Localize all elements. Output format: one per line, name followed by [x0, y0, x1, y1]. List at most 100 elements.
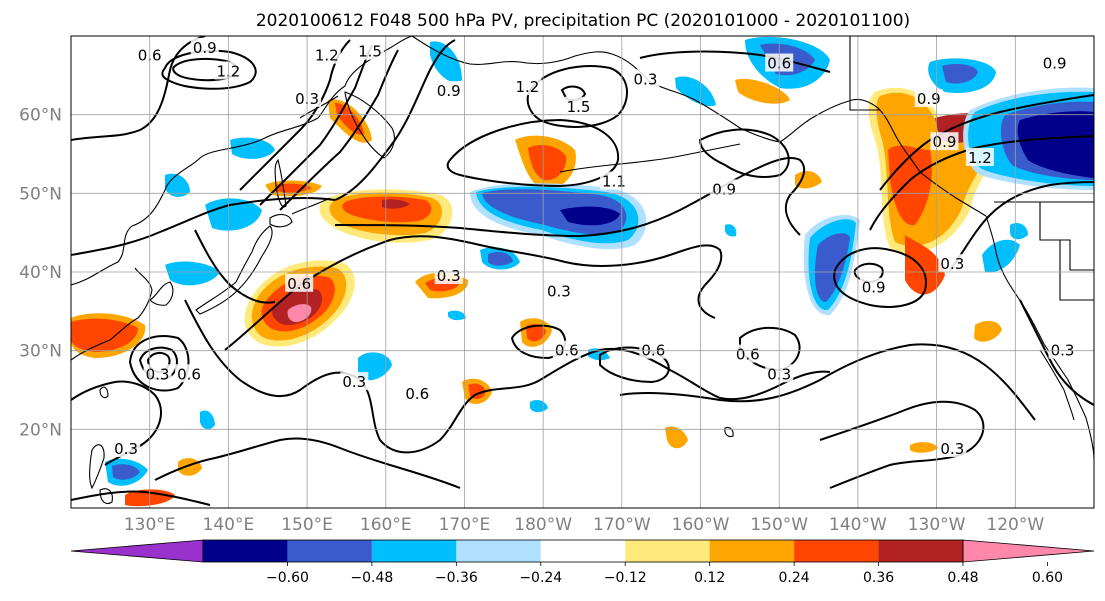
coast-us-state-1: [1039, 202, 1094, 271]
contour-label: 0.6: [552, 340, 581, 360]
contour-mid-pac: [334, 157, 806, 238]
colorbar-tick-label: −0.60: [266, 570, 309, 586]
contour-label: 0.6: [733, 344, 762, 364]
colorbar-segment: [456, 540, 541, 562]
contour-label: 1.1: [599, 171, 628, 191]
colorbar-segment: [287, 540, 372, 562]
shade-warm-nacoast-3: [888, 145, 932, 226]
contour-label-text: 1.2: [315, 47, 339, 65]
contour-label-text: 0.3: [634, 70, 658, 88]
colorbar-tick-label: 0.48: [947, 570, 978, 586]
contour-label-text: 1.2: [515, 78, 539, 96]
contour-label-text: 0.3: [940, 440, 964, 458]
contour-label-text: 0.9: [712, 180, 736, 198]
contour-label: 0.3: [938, 254, 967, 273]
lon-tick-label: 170°W: [593, 515, 651, 535]
contour-label: 0.9: [434, 81, 463, 100]
contour-label-text: 1.1: [602, 173, 626, 191]
contour-mid-small-2: [599, 346, 670, 384]
shade-cool-11: [1010, 223, 1028, 240]
contour-south-pac: [184, 299, 541, 454]
graticule: [71, 36, 1094, 508]
colorbar-segment: [371, 540, 457, 562]
coast-asia-south: [71, 267, 153, 361]
lon-tick-label: 160°E: [360, 515, 412, 535]
shade-cool-1: [205, 198, 262, 231]
shade-cool-18: [448, 310, 466, 321]
lon-tick-label: 150°E: [281, 515, 333, 535]
lat-tick-label: 60°N: [19, 106, 62, 126]
contour-label: 1.5: [564, 96, 593, 116]
contour-label: 0.9: [190, 37, 219, 57]
coast-asia: [71, 36, 413, 286]
contour-label: 0.3: [340, 372, 369, 391]
colorbar-extend-high: [962, 539, 1095, 563]
shade-cool-13: [112, 464, 140, 480]
shade-cool-14: [200, 410, 215, 430]
shade-warm-nwpac-4: [382, 199, 410, 209]
colorbar-tick-label: 0.60: [1032, 570, 1063, 586]
contour-alaska-2: [698, 128, 790, 178]
lat-tick-label: 50°N: [19, 184, 62, 204]
contour-label-text: 0.9: [933, 133, 957, 151]
colorbar-tick-label: 0.36: [863, 570, 894, 586]
coast-alaska: [611, 53, 987, 217]
contour-far-south: [71, 490, 211, 506]
shade-warm-nwpac-3: [342, 196, 432, 223]
shade-cool-aleut-4: [560, 206, 620, 226]
contour-label: 0.6: [175, 364, 204, 383]
lat-tick-label: 20°N: [19, 420, 62, 440]
contour-label-text: 0.9: [437, 82, 461, 100]
contour-na-trough-2: [869, 135, 1094, 231]
contour-label-text: 0.9: [917, 90, 941, 108]
contour-east-1: [1019, 299, 1094, 406]
shade-warm-mid-4: [974, 320, 1002, 342]
contour-label: 1.2: [965, 147, 994, 167]
shade-cool-8: [488, 252, 513, 266]
shade-warm-mid-6: [735, 78, 790, 104]
lon-tick-label: 150°W: [750, 515, 808, 535]
contour-na-trough: [879, 94, 1094, 191]
colorbar-segment: [203, 540, 288, 562]
longitude-tick-labels: 130°E 140°E 150°E 160°E 170°E 180°W 170°W 160°W…: [124, 515, 1045, 535]
colorbar-segment: [540, 540, 626, 562]
colorbar-extend-low: [70, 539, 204, 563]
coast-hawaii: [724, 426, 734, 438]
coast-korea: [149, 281, 174, 306]
contour-label-text: 0.3: [437, 267, 461, 285]
contour-label-text: 0.3: [342, 373, 366, 391]
contour-label: 1.2: [312, 45, 341, 65]
contour-label: 0.9: [914, 88, 943, 108]
coast-aleutians: [559, 143, 741, 173]
lon-tick-label: 130°E: [124, 515, 176, 535]
colorbar-tick-label: −0.48: [350, 570, 393, 586]
contour-label: 1.5: [356, 41, 385, 61]
shade-warm-mid-2b: [468, 383, 486, 400]
contour-south-6: [154, 437, 461, 489]
latitude-tick-labels: 20°N 30°N 40°N 50°N 60°N: [19, 106, 62, 441]
contour-label: 0.9: [710, 179, 739, 198]
shade-warm-mid-5: [795, 170, 822, 189]
contour-label: 0.3: [112, 439, 141, 458]
colorbar-tick-label: −0.12: [604, 570, 647, 586]
coast-philippines: [89, 444, 105, 490]
contour-label: 0.3: [143, 364, 172, 383]
coast-baja: [1039, 349, 1075, 421]
coast-philippines-2: [99, 488, 113, 505]
shade-warm-mid-3: [665, 426, 688, 449]
coast-japan: [195, 225, 273, 315]
contour-ne-pac-loop: [833, 247, 927, 308]
contour-label-text: 1.5: [358, 43, 382, 61]
coastlines: [71, 36, 1094, 505]
contour-label-text: 0.6: [287, 275, 311, 293]
contour-jet-west: [71, 196, 336, 256]
shade-cool-canada-4: [1017, 111, 1094, 178]
shade-cool-3: [230, 137, 275, 159]
contour-label-text: 1.2: [968, 149, 992, 167]
contour-label-text: 0.9: [193, 39, 217, 57]
colorbar-tick-label: 0.24: [779, 570, 810, 586]
contour-label: 0.9: [930, 132, 959, 151]
shade-warm-asia-2: [71, 318, 138, 352]
contour-jet: [334, 39, 456, 201]
